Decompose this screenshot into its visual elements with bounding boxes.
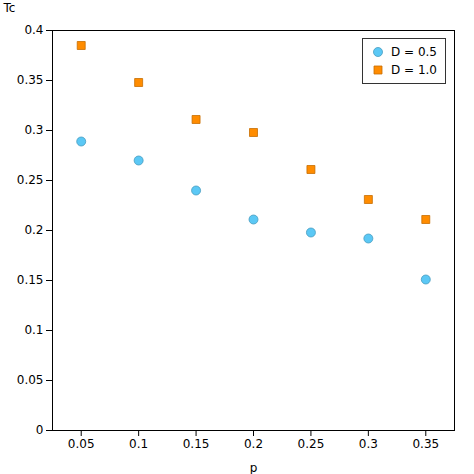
svg-text:Tc: Tc bbox=[3, 1, 16, 15]
svg-text:0.05: 0.05 bbox=[68, 437, 95, 451]
svg-text:0.15: 0.15 bbox=[17, 273, 44, 287]
svg-text:0.1: 0.1 bbox=[129, 437, 148, 451]
svg-text:0.35: 0.35 bbox=[412, 437, 439, 451]
svg-text:0.15: 0.15 bbox=[183, 437, 210, 451]
html-text:D = 0.5: D = 0.5 bbox=[391, 45, 437, 59]
svg-text:p: p bbox=[250, 461, 258, 474]
svg-text:0.3: 0.3 bbox=[359, 437, 378, 451]
svg-text:0.05: 0.05 bbox=[17, 373, 44, 387]
svg-text:0.2: 0.2 bbox=[244, 437, 263, 451]
html-text:D = 1.0: D = 1.0 bbox=[391, 63, 437, 77]
svg-text:0.4: 0.4 bbox=[24, 23, 43, 37]
svg-text:0.35: 0.35 bbox=[17, 73, 44, 87]
svg-text:0.3: 0.3 bbox=[24, 123, 43, 137]
svg-text:0.1: 0.1 bbox=[24, 323, 43, 337]
svg-text:0: 0 bbox=[36, 423, 44, 437]
svg-text:0.25: 0.25 bbox=[17, 173, 44, 187]
svg-text:0.25: 0.25 bbox=[298, 437, 325, 451]
svg-text:0.2: 0.2 bbox=[24, 223, 43, 237]
